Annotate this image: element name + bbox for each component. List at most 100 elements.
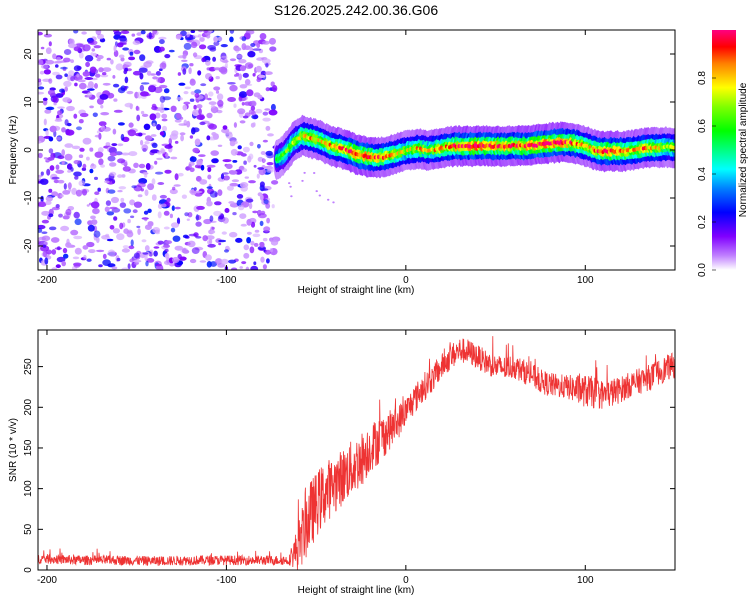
noise-cell	[120, 30, 130, 34]
noise-cell	[38, 59, 44, 66]
noise-cell	[207, 97, 212, 101]
noise-cell	[51, 206, 60, 211]
noise-cell	[89, 168, 94, 174]
noise-cell	[60, 194, 64, 198]
noise-cell	[145, 163, 151, 170]
noise-cell	[257, 192, 263, 197]
noise-cell	[249, 246, 255, 254]
noise-cell	[239, 182, 249, 188]
noise-cell	[123, 208, 132, 214]
noise-cell	[116, 257, 121, 262]
noise-cell	[184, 86, 191, 90]
noise-cell	[121, 267, 130, 270]
y-tick-label: 20	[23, 48, 34, 60]
noise-cell	[73, 160, 81, 165]
noise-cell	[79, 112, 89, 118]
noise-cell	[156, 157, 163, 161]
x-tick-label: 100	[577, 275, 594, 286]
noise-cell	[117, 122, 125, 126]
noise-cell	[257, 94, 263, 100]
noise-cell	[243, 101, 253, 106]
noise-cell	[209, 190, 218, 198]
noise-cell	[200, 164, 205, 171]
noise-cell	[257, 167, 265, 170]
noise-cell	[254, 229, 260, 233]
noise-cell	[230, 148, 238, 156]
noise-cell	[183, 42, 192, 50]
noise-cell	[263, 226, 271, 232]
noise-cell	[250, 221, 256, 228]
noise-cell	[237, 204, 245, 211]
noise-cell	[228, 259, 237, 264]
spectrogram-noise-cells	[38, 30, 335, 270]
noise-cell	[253, 242, 259, 247]
noise-cell	[265, 203, 271, 209]
noise-cell	[124, 67, 129, 72]
colorbar: 0.0 0.2 0.4 0.6 0.8 Normalized spectral ampl…	[697, 30, 749, 277]
noise-cell	[222, 125, 228, 130]
noise-cell	[128, 151, 138, 157]
noise-cell	[138, 67, 148, 73]
noise-cell	[124, 102, 134, 108]
noise-cell	[264, 71, 273, 75]
ridge-cell	[672, 145, 675, 150]
noise-cell	[79, 147, 85, 152]
noise-cell	[149, 73, 157, 76]
noise-cell	[74, 247, 82, 255]
noise-cell	[210, 230, 216, 234]
noise-cell	[45, 195, 53, 202]
noise-cell	[154, 112, 161, 119]
noise-cell	[64, 143, 74, 148]
noise-cell	[62, 215, 70, 220]
noise-cell	[39, 70, 45, 75]
noise-cell	[90, 201, 100, 209]
ridge-cell	[289, 143, 293, 148]
noise-cell	[66, 238, 70, 246]
noise-cell	[107, 189, 116, 194]
noise-cell	[170, 222, 180, 228]
noise-cell	[63, 183, 67, 190]
x-tick-label: 100	[577, 575, 594, 586]
noise-cell	[246, 89, 254, 97]
noise-cell	[136, 32, 142, 36]
noise-cell	[71, 187, 77, 195]
noise-cell	[87, 91, 92, 98]
noise-cell	[113, 31, 122, 36]
noise-cell	[248, 180, 256, 184]
noise-cell	[74, 175, 79, 180]
noise-cell	[157, 150, 162, 155]
noise-cell	[54, 60, 63, 64]
noise-cell	[107, 249, 116, 257]
noise-cell	[112, 75, 116, 79]
noise-cell	[48, 41, 52, 47]
noise-cell	[133, 259, 142, 263]
noise-cell	[206, 135, 211, 141]
noise-cell	[76, 126, 82, 131]
noise-cell	[237, 108, 246, 115]
noise-cell	[52, 53, 57, 60]
noise-cell	[98, 121, 107, 127]
noise-cell	[109, 225, 115, 230]
noise-cell	[118, 54, 125, 59]
noise-cell	[214, 201, 222, 206]
noise-cell	[89, 40, 98, 46]
noise-cell	[178, 123, 187, 126]
noise-cell	[222, 159, 232, 163]
y-tick-label: 100	[23, 480, 34, 497]
noise-cell	[229, 84, 238, 92]
noise-cell	[327, 198, 330, 201]
noise-cell	[64, 119, 69, 126]
noise-cell	[192, 127, 200, 133]
noise-cell	[189, 62, 194, 67]
noise-cell	[104, 180, 110, 184]
noise-cell	[60, 66, 68, 70]
y-tick-label: 150	[23, 439, 34, 456]
noise-cell	[51, 249, 57, 255]
noise-cell	[155, 263, 162, 267]
noise-cell	[207, 240, 211, 245]
noise-cell	[117, 189, 123, 193]
x-tick-label: -100	[216, 275, 236, 286]
noise-cell	[210, 150, 219, 156]
noise-cell	[75, 43, 84, 48]
noise-cell	[257, 144, 261, 149]
